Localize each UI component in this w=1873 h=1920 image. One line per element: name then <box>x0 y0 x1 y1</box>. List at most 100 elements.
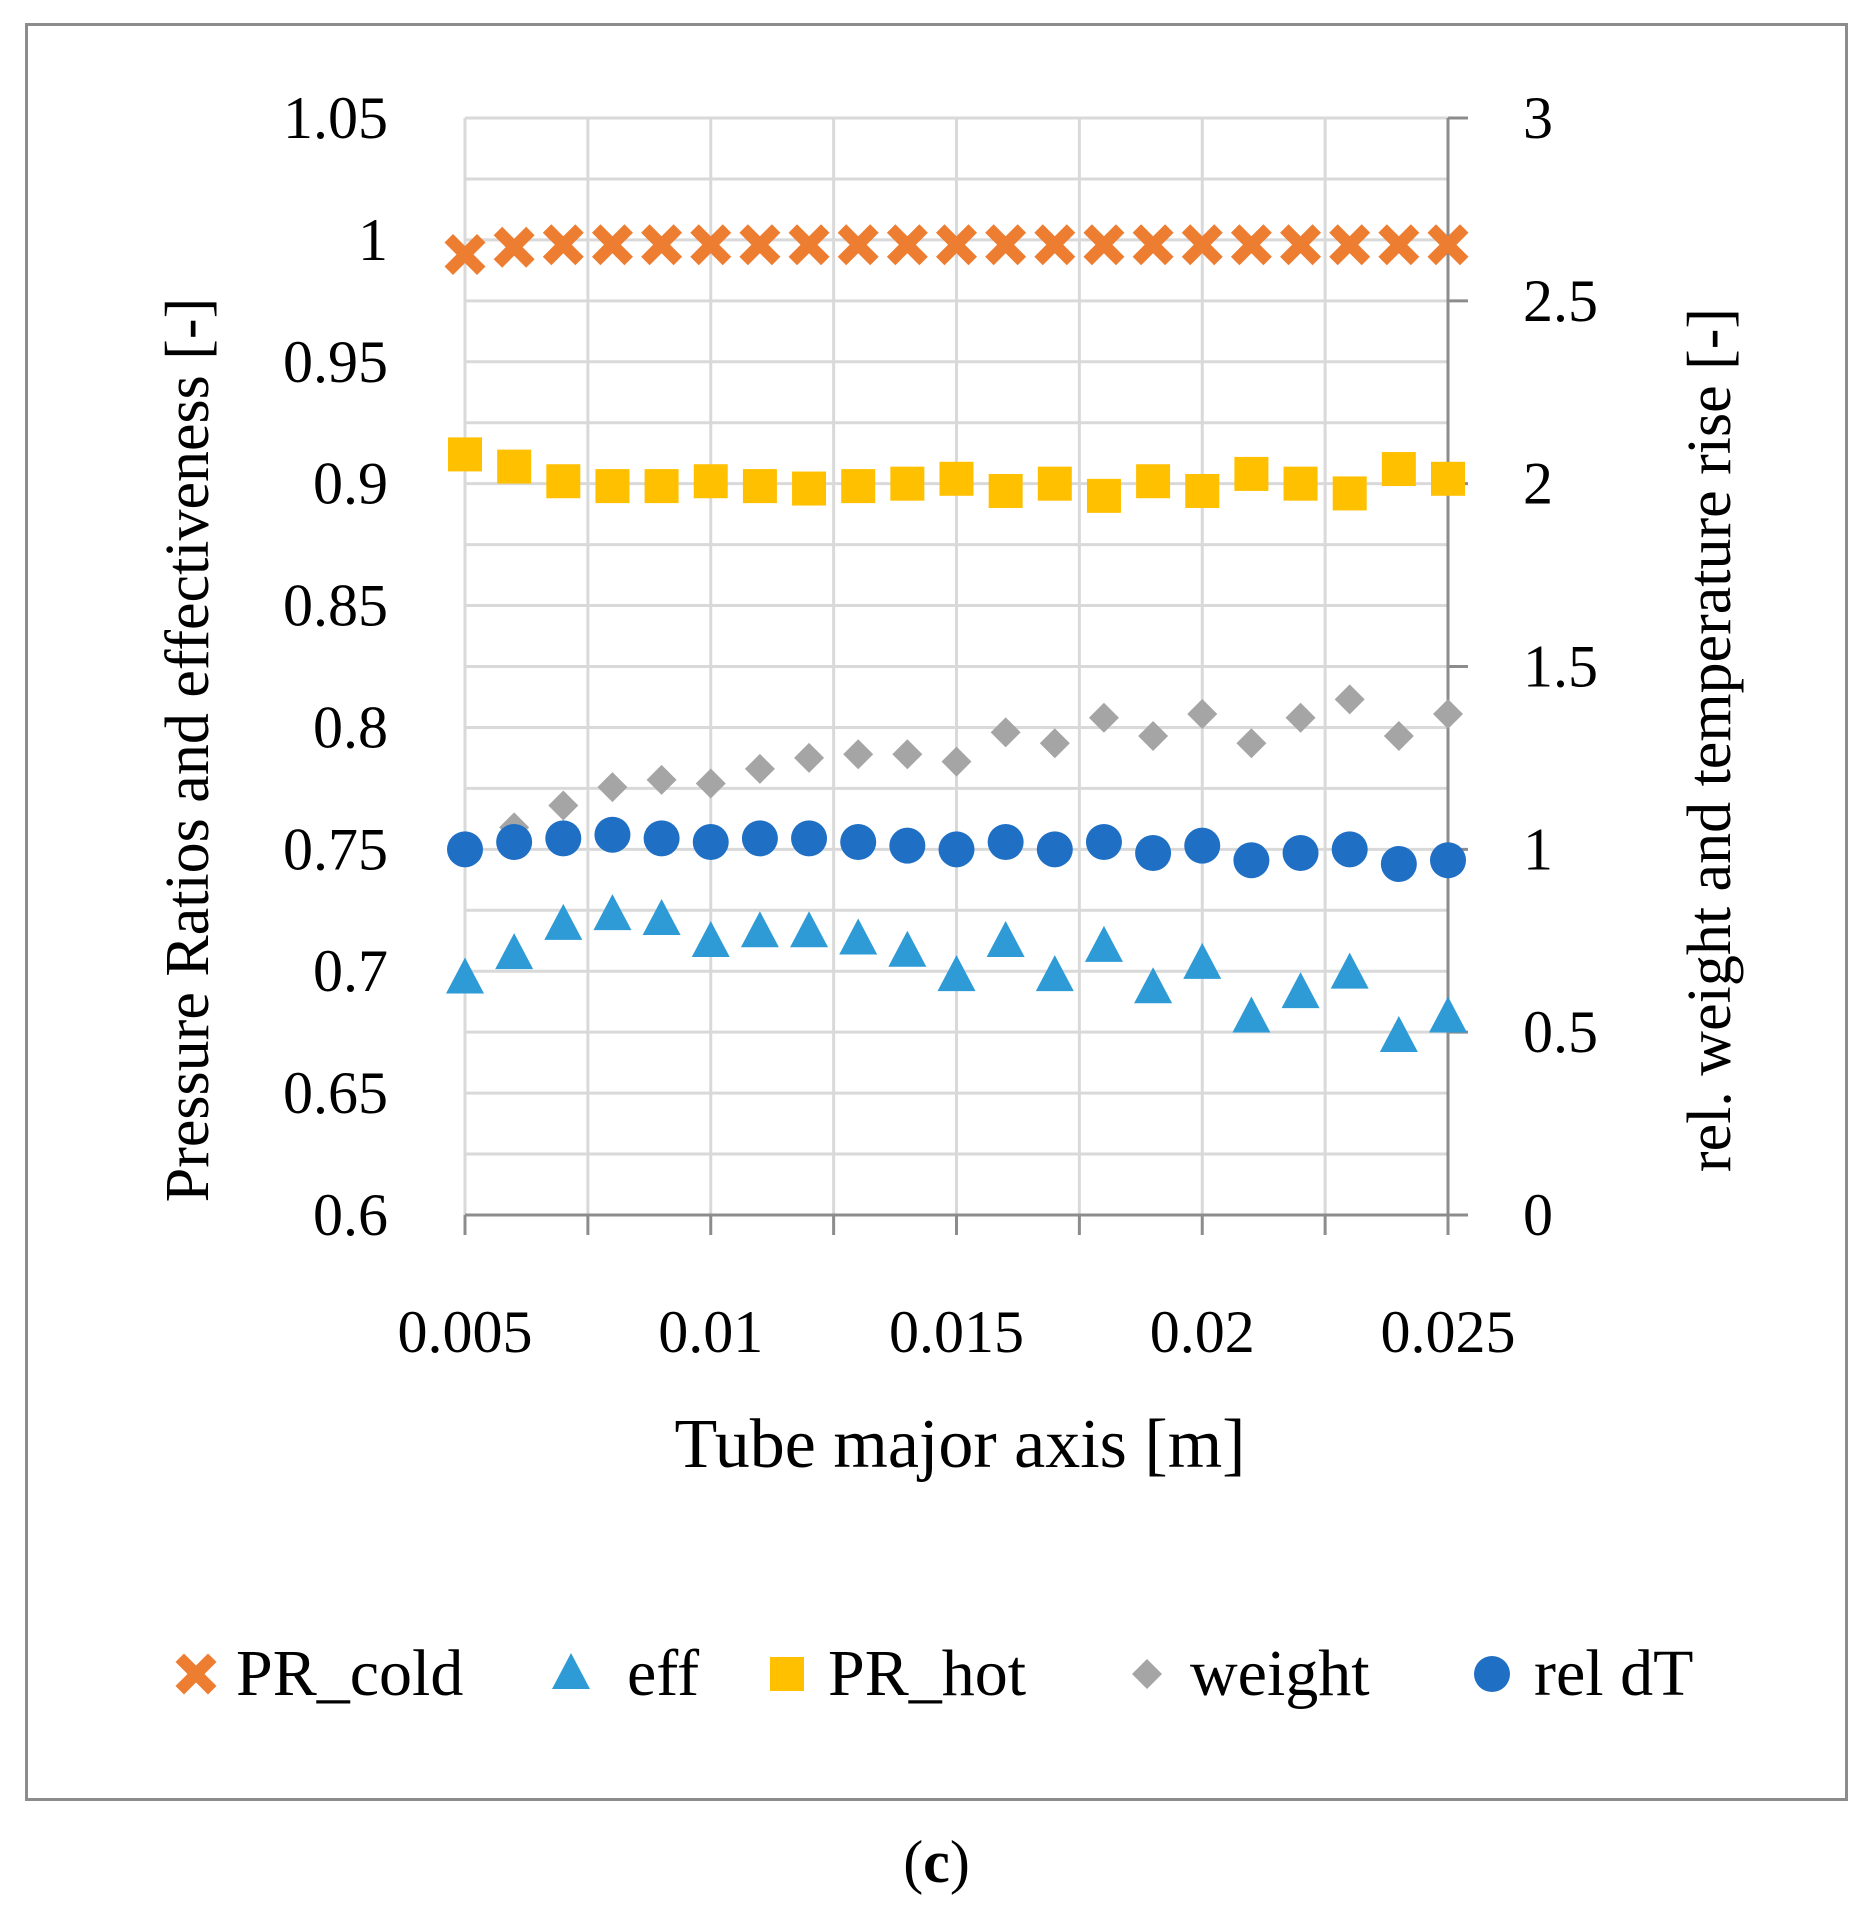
point-weight <box>892 739 923 770</box>
point-rel-dT <box>1380 845 1417 882</box>
point-PR_cold <box>985 224 1027 266</box>
point-weight <box>941 746 972 777</box>
data-points <box>444 224 1469 1053</box>
point-PR_hot <box>1086 478 1121 513</box>
legend-item-eff: eff <box>552 1637 699 1710</box>
x-tick-labels: 0.005 0.01 0.015 0.02 0.025 <box>398 1299 1516 1365</box>
point-eff <box>1035 955 1074 992</box>
point-eff <box>740 911 779 948</box>
scatter-chart: 0.005 0.01 0.015 0.02 0.025 0.60.650.70.750.… <box>154 85 1744 1710</box>
point-PR_cold <box>739 224 781 266</box>
legend-item-PR_hot: PR_hot <box>770 1637 1026 1710</box>
x-tick-label: 0.015 <box>889 1299 1024 1365</box>
point-PR_cold <box>493 226 535 268</box>
point-rel-dT <box>938 831 975 868</box>
y-left-tick-label: 0.9 <box>313 451 388 517</box>
point-PR_hot <box>1381 452 1416 487</box>
point-eff <box>446 957 484 994</box>
point-eff <box>986 920 1025 957</box>
grid-lines <box>463 116 1450 1217</box>
point-PR_cold <box>591 224 633 266</box>
y-right-tick-labels: 0 0.5 1 1.5 2 2.5 3 <box>1523 85 1598 1248</box>
point-PR_hot <box>693 464 728 499</box>
point-rel-dT <box>840 824 877 861</box>
legend-item-weight: weight <box>1132 1637 1370 1710</box>
legend-marker-PR_cold <box>175 1653 217 1695</box>
legend-label: eff <box>627 1637 699 1710</box>
point-PR_cold <box>936 224 977 266</box>
point-eff <box>1330 952 1369 989</box>
point-eff <box>593 894 632 931</box>
point-weight <box>1383 720 1414 751</box>
point-rel-dT <box>1184 827 1221 864</box>
point-weight <box>1334 684 1365 715</box>
point-weight <box>1433 699 1463 730</box>
point-eff <box>1429 996 1467 1033</box>
point-eff <box>1084 925 1123 962</box>
point-PR_cold <box>1083 224 1125 266</box>
point-rel-dT <box>1085 824 1122 861</box>
caption-letter: c <box>923 1829 950 1895</box>
series-PR_cold <box>444 224 1469 276</box>
point-rel-dT <box>496 824 533 861</box>
point-PR_hot <box>1136 464 1171 499</box>
y-right-tick-label: 1.5 <box>1523 634 1598 700</box>
y-left-tick-label: 0.85 <box>283 573 388 639</box>
legend-marker-PR_hot <box>770 1657 804 1691</box>
point-weight <box>843 739 874 770</box>
point-PR_cold <box>444 234 486 276</box>
y-right-tick-label: 1 <box>1523 816 1553 882</box>
point-rel-dT <box>594 816 631 853</box>
point-PR_hot <box>1037 466 1072 501</box>
point-weight <box>1187 699 1218 730</box>
point-rel-dT <box>545 820 582 857</box>
point-eff <box>1281 972 1320 1009</box>
point-weight <box>1088 702 1119 733</box>
point-PR_cold <box>886 224 928 266</box>
legend-label: rel dT <box>1534 1637 1693 1710</box>
point-rel-dT <box>1430 842 1466 879</box>
point-eff <box>790 911 829 948</box>
point-eff <box>544 903 583 940</box>
point-PR_hot <box>742 469 777 504</box>
y-left-tick-label: 0.95 <box>283 329 388 395</box>
point-PR_cold <box>1329 224 1371 266</box>
point-rel-dT <box>1036 831 1073 868</box>
point-eff <box>1183 942 1222 979</box>
point-PR_cold <box>837 224 879 266</box>
point-PR_cold <box>1427 224 1469 266</box>
series-rel-dT <box>447 816 1466 882</box>
point-PR_cold <box>1132 224 1174 266</box>
point-weight <box>597 772 628 803</box>
point-rel-dT <box>643 820 680 857</box>
panel-caption: (c) <box>0 1828 1873 1897</box>
point-eff <box>642 899 681 936</box>
y-left-tick-label: 0.6 <box>313 1182 388 1248</box>
legend-label: weight <box>1190 1637 1370 1710</box>
point-PR_cold <box>542 224 584 266</box>
legend-marker-weight <box>1132 1659 1162 1689</box>
legend-label: PR_cold <box>236 1637 463 1710</box>
point-weight <box>646 764 677 795</box>
point-PR_hot <box>546 464 581 499</box>
point-rel-dT <box>1233 842 1270 879</box>
point-rel-dT <box>987 824 1024 861</box>
point-weight <box>1236 728 1267 759</box>
caption-close-paren: ) <box>949 1829 970 1895</box>
legend: PR_cold eff PR_hot weight rel dT <box>175 1637 1693 1710</box>
x-axis-label: Tube major axis [m] <box>675 1406 1246 1483</box>
point-PR_hot <box>1234 456 1269 491</box>
legend-item-PR_cold: PR_cold <box>175 1637 463 1710</box>
point-PR_cold <box>1034 224 1076 266</box>
y-right-tick-label: 2.5 <box>1523 268 1598 334</box>
y-left-tick-label: 0.65 <box>283 1060 388 1126</box>
point-PR_hot <box>1185 473 1220 508</box>
point-weight <box>1285 702 1316 733</box>
y-left-tick-label: 0.8 <box>313 694 388 760</box>
axes <box>463 116 1468 1235</box>
point-PR_hot <box>1431 461 1465 496</box>
series-weight <box>450 684 1463 865</box>
point-weight <box>1138 720 1169 751</box>
point-weight <box>794 742 825 773</box>
x-tick-label: 0.02 <box>1150 1299 1255 1365</box>
